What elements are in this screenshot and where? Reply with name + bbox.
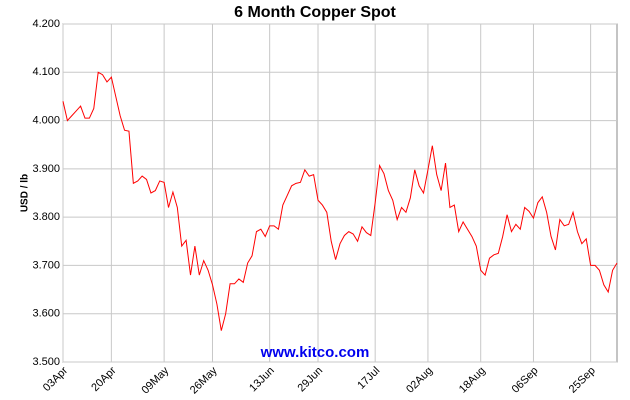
x-tick-label: 09May bbox=[139, 364, 171, 396]
x-tick-label: 06Sep bbox=[510, 365, 541, 396]
x-tick-label: 03Apr bbox=[41, 364, 70, 393]
plot-area bbox=[62, 23, 618, 363]
y-axis-label: USD / lb bbox=[20, 174, 31, 212]
y-tick-label: 3.500 bbox=[32, 356, 60, 368]
x-tick-label: 26May bbox=[188, 364, 220, 396]
x-tick-label: 02Aug bbox=[404, 365, 435, 396]
y-tick-label: 3.600 bbox=[32, 308, 60, 320]
y-tick-label: 4.000 bbox=[32, 114, 60, 126]
y-tick-label: 4.100 bbox=[32, 66, 60, 78]
x-tick-label: 20Apr bbox=[89, 364, 118, 393]
line-series bbox=[62, 71, 618, 331]
x-tick-label: 13Jun bbox=[247, 365, 277, 395]
y-tick-label: 4.200 bbox=[32, 18, 60, 30]
x-tick-label: 25Sep bbox=[567, 365, 598, 396]
watermark: www.kitco.com bbox=[260, 344, 370, 361]
x-tick-label: 29Jun bbox=[296, 365, 326, 395]
y-tick-label: 3.900 bbox=[32, 163, 60, 175]
x-tick-label: 17Jul bbox=[355, 365, 382, 392]
y-tick-label: 3.700 bbox=[32, 259, 60, 271]
x-tick-label: 18Aug bbox=[457, 365, 488, 396]
chart-title: 6 Month Copper Spot bbox=[234, 4, 396, 21]
y-tick-label: 3.800 bbox=[32, 211, 60, 223]
